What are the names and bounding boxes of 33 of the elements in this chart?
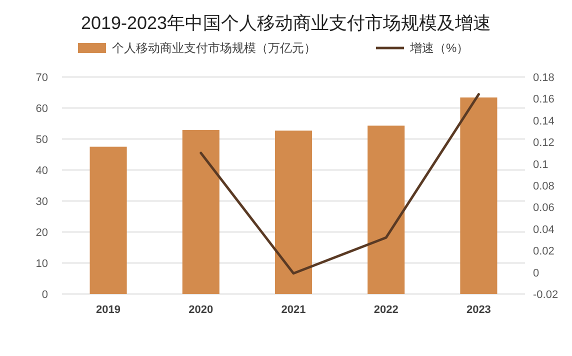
y2-tick-label: 0.06 bbox=[533, 202, 554, 214]
y-tick-label: 10 bbox=[36, 258, 48, 270]
bar bbox=[274, 130, 312, 294]
y-tick-label: 30 bbox=[36, 196, 48, 208]
y2-tick-label: -0.02 bbox=[533, 289, 558, 301]
legend-label: 个人移动商业支付市场规模（万亿元） bbox=[112, 41, 316, 55]
y2-tick-label: 0.08 bbox=[533, 180, 554, 192]
y2-tick-label: 0.1 bbox=[533, 158, 548, 171]
y2-tick-label: 0.04 bbox=[533, 224, 554, 236]
x-tick-label: 2019 bbox=[96, 304, 121, 316]
x-tick-label: 2022 bbox=[374, 304, 398, 316]
y-tick-label: 60 bbox=[36, 103, 48, 115]
y2-tick-label: 0.02 bbox=[533, 246, 554, 258]
y-tick-label: 70 bbox=[36, 72, 48, 84]
x-tick-label: 2021 bbox=[281, 304, 306, 316]
y-tick-label: 50 bbox=[36, 134, 48, 146]
y2-tick-label: 0.14 bbox=[533, 115, 554, 128]
y2-tick-label: 0.18 bbox=[533, 72, 554, 84]
y2-tick-label: 0.12 bbox=[533, 137, 554, 150]
line-series bbox=[200, 93, 480, 275]
legend-label: 增速（%） bbox=[409, 41, 469, 55]
y-tick-label: 0 bbox=[42, 289, 48, 301]
bar bbox=[460, 97, 498, 294]
chart-title: 2019-2023年中国个人移动商业支付市场规模及增速 bbox=[80, 13, 492, 33]
y-tick-label: 40 bbox=[36, 165, 48, 177]
bar bbox=[182, 130, 220, 294]
y-tick-label: 20 bbox=[36, 227, 48, 239]
bar bbox=[90, 146, 127, 294]
y2-tick-label: 0.16 bbox=[533, 94, 554, 106]
y2-tick-label: 0 bbox=[533, 267, 540, 280]
x-tick-label: 2023 bbox=[466, 304, 491, 316]
x-tick-label: 2020 bbox=[188, 304, 214, 316]
bar bbox=[368, 126, 405, 294]
